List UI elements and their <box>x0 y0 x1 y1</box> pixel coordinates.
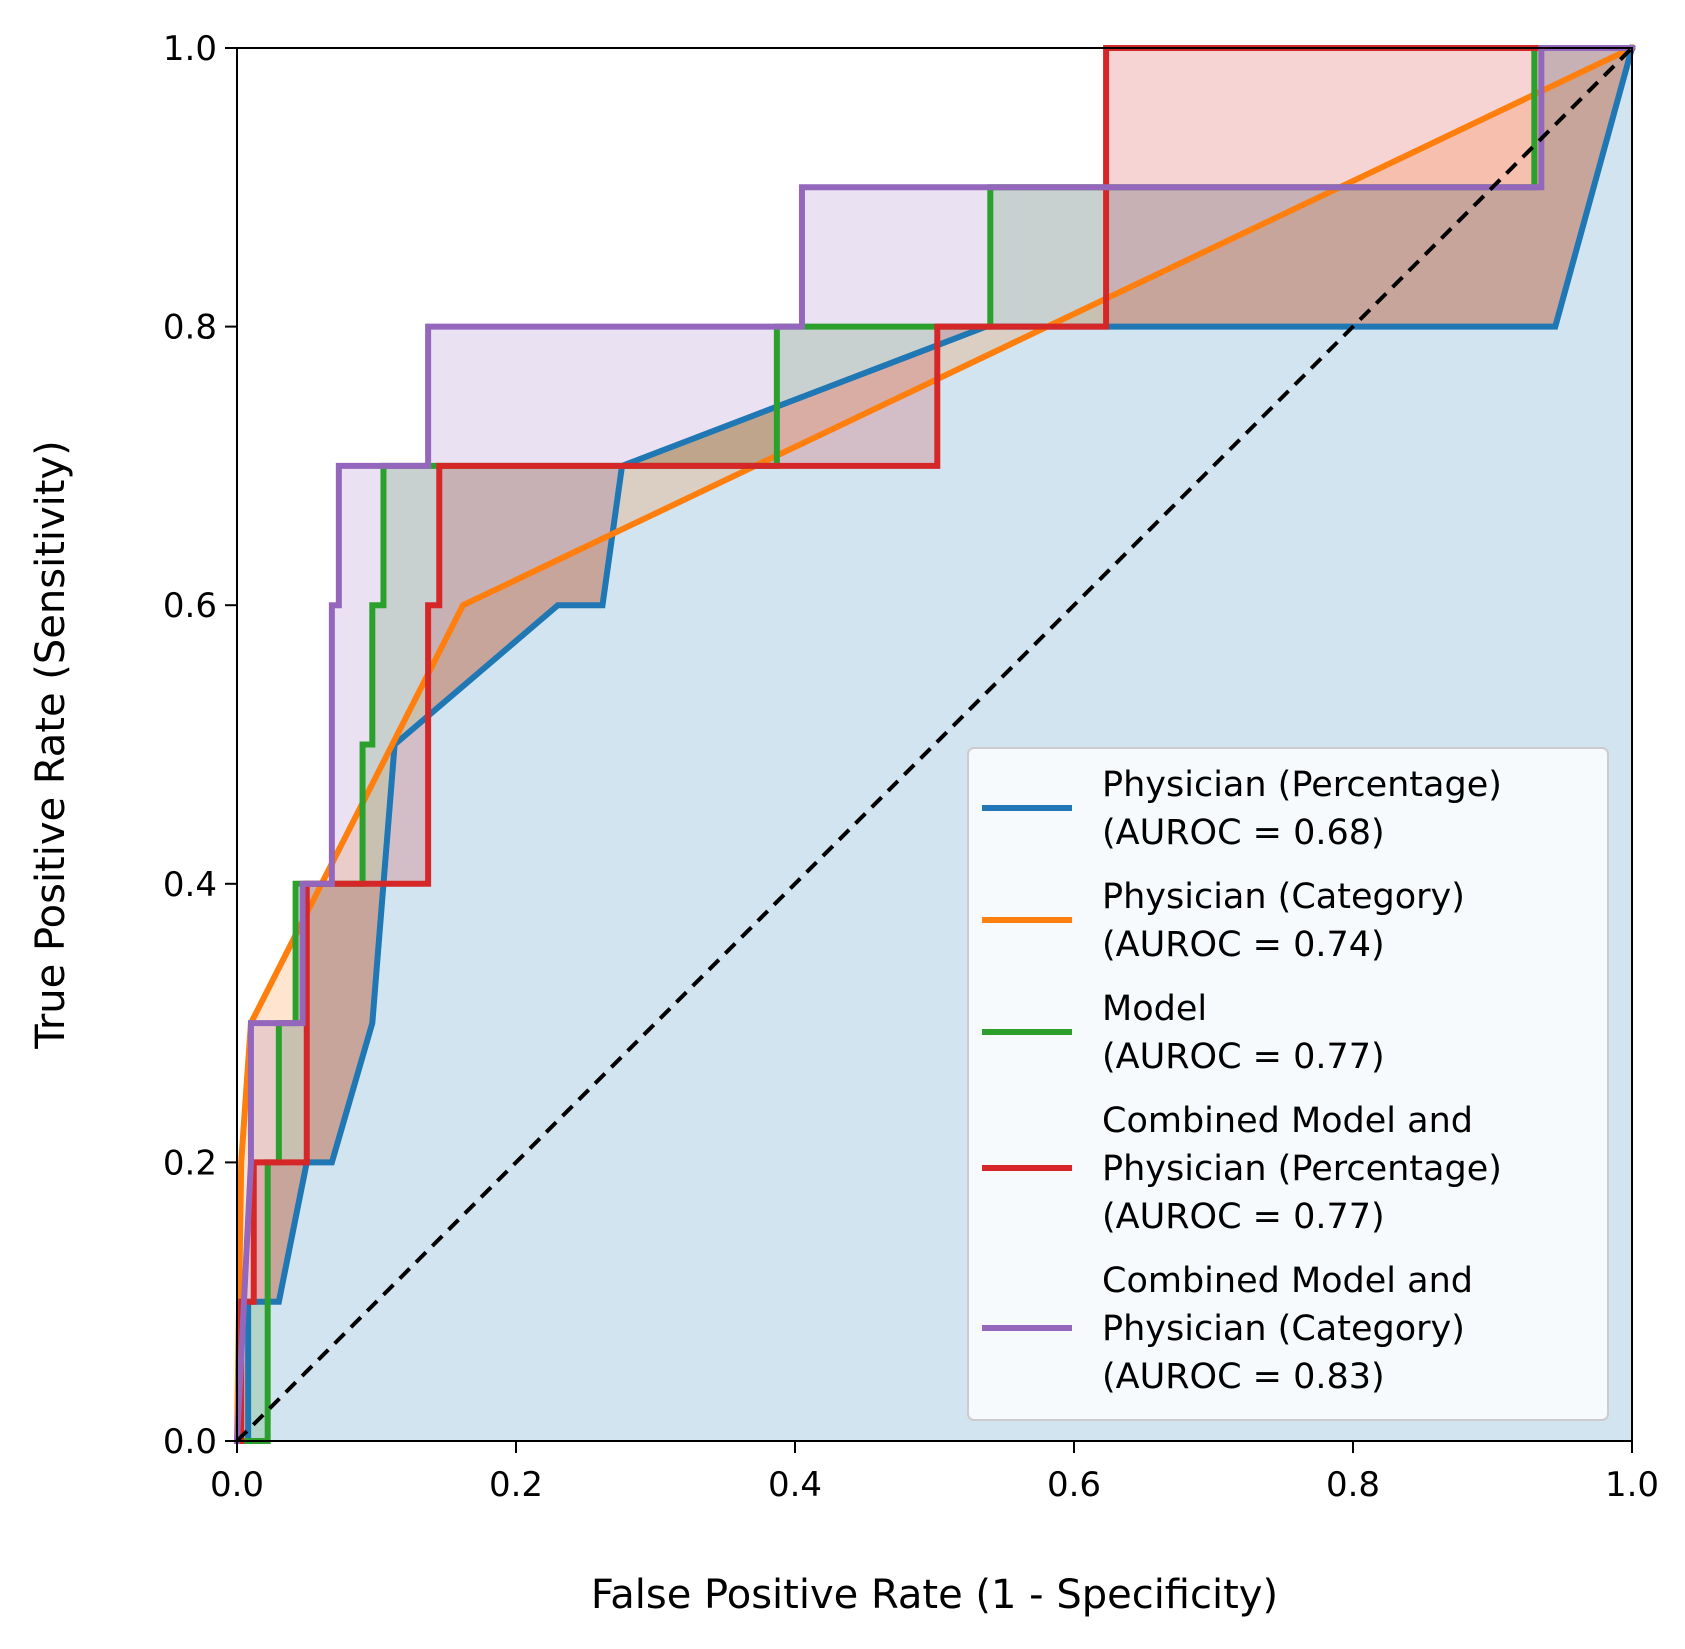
y-tick-label: 0.6 <box>163 586 217 626</box>
fill-combined-model-and-physician-category <box>237 48 1632 1441</box>
chance-reference-line <box>235 46 1634 1443</box>
legend-label: Physician (Percentage) <box>1102 1149 1502 1189</box>
y-axis-label: True Positive Rate (Sensitivity) <box>28 440 74 1049</box>
legend-box <box>967 747 1609 1421</box>
x-tick-label: 1.0 <box>1605 1465 1659 1505</box>
x-axis-ticks: 0.0 0.2 0.4 0.6 0.8 1.0 <box>210 1441 1659 1505</box>
line-combined-model-and-physician-percentage <box>234 45 1635 1444</box>
line-model <box>234 45 1635 1444</box>
plot-area-frame <box>236 47 1633 1442</box>
series-lines <box>233 44 1636 1445</box>
legend: Physician (Percentage) (AUROC = 0.68) Phys… <box>967 747 1609 1421</box>
x-tick-label: 0.8 <box>1326 1465 1380 1505</box>
legend-label: Physician (Percentage) <box>1102 765 1502 805</box>
legend-label: Combined Model and <box>1102 1261 1473 1301</box>
legend-label: (AUROC = 0.77) <box>1102 1197 1385 1237</box>
line-combined-model-and-physician-category <box>233 45 1635 1445</box>
y-tick-label: 0.0 <box>163 1422 217 1462</box>
x-tick-label: 0.4 <box>768 1465 822 1505</box>
legend-label: (AUROC = 0.77) <box>1102 1037 1385 1077</box>
y-tick-label: 0.2 <box>163 1143 217 1183</box>
legend-label: Model <box>1102 989 1207 1029</box>
legend-label: Physician (Category) <box>1102 877 1465 917</box>
y-tick-label: 0.4 <box>163 865 217 905</box>
y-axis-ticks: 0.0 0.2 0.4 0.6 0.8 1.0 <box>163 29 237 1462</box>
legend-label: (AUROC = 0.74) <box>1102 925 1385 965</box>
x-tick-label: 0.0 <box>210 1465 264 1505</box>
y-tick-label: 0.8 <box>163 308 217 348</box>
y-tick-label: 1.0 <box>163 29 217 69</box>
x-tick-label: 0.6 <box>1047 1465 1101 1505</box>
legend-label: Combined Model and <box>1102 1101 1473 1141</box>
legend-label: (AUROC = 0.83) <box>1102 1357 1385 1397</box>
legend-label: (AUROC = 0.68) <box>1102 813 1385 853</box>
legend-label: Physician (Category) <box>1102 1309 1465 1349</box>
x-tick-label: 0.2 <box>489 1465 543 1505</box>
x-axis-label: False Positive Rate (1 - Specificity) <box>591 1572 1278 1618</box>
